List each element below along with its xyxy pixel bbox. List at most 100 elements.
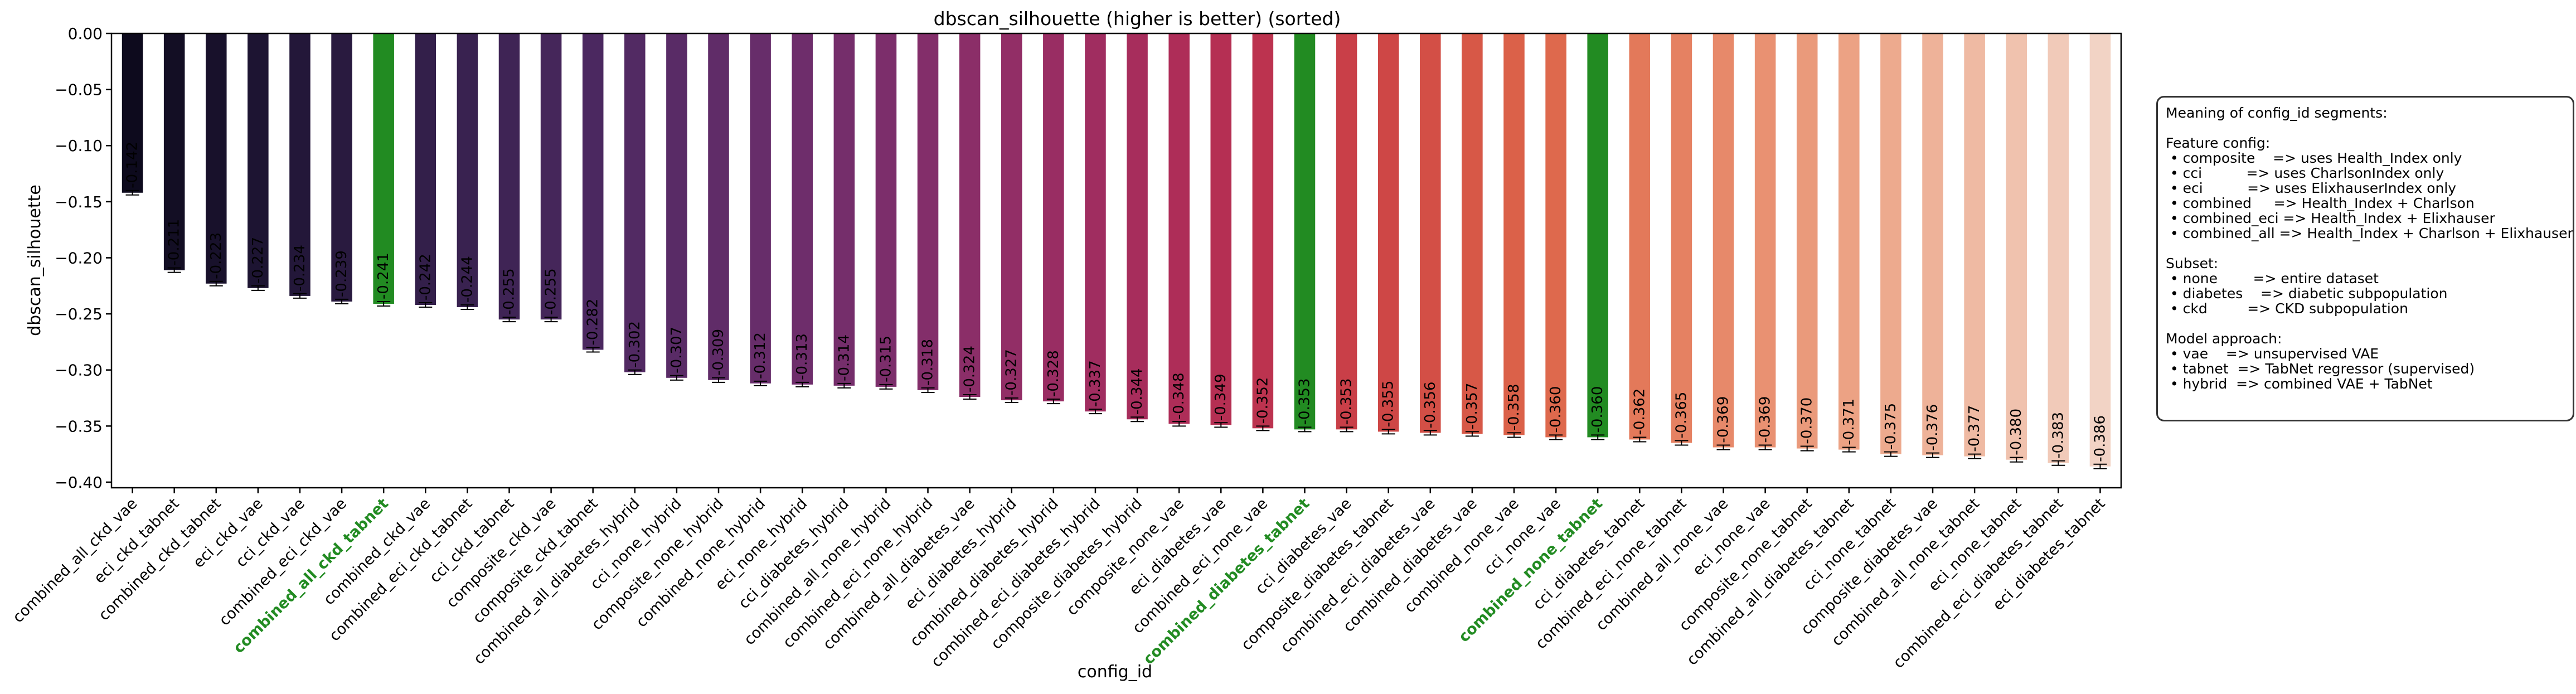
legend-line (2166, 241, 2565, 256)
data-label: -0.353 (1338, 378, 1355, 425)
legend-line: • combined_all => Health_Index + Charlso… (2166, 225, 2573, 241)
bar (1713, 33, 1734, 448)
data-label: -0.239 (333, 250, 350, 297)
data-label: -0.352 (1254, 377, 1271, 424)
y-tick-label: −0.40 (55, 473, 103, 492)
data-label: -0.353 (1296, 378, 1313, 425)
data-label: -0.307 (668, 327, 685, 373)
bar (1629, 33, 1651, 440)
y-tick-label: −0.20 (55, 249, 103, 267)
bar (1671, 33, 1692, 443)
y-tick-label: −0.25 (55, 305, 103, 323)
bar (498, 33, 520, 320)
data-label: -0.318 (920, 339, 937, 386)
data-label: -0.355 (1380, 381, 1397, 428)
bar (624, 33, 646, 372)
bar (331, 33, 352, 302)
data-label: -0.314 (836, 334, 852, 381)
data-label: -0.360 (1547, 386, 1564, 433)
bar (875, 33, 897, 387)
legend-line: • diabetes => diabetic subpopulation (2166, 285, 2448, 302)
bars-group: -0.142 -0.211 -0.223 -0.227 -0.234 -0.239 -0.2… (122, 33, 2111, 469)
bar (1085, 33, 1106, 412)
legend-line (2166, 120, 2565, 135)
data-label: -0.234 (292, 245, 308, 292)
bar (750, 33, 771, 384)
config-legend-box: Meaning of config_id segments: Feature co… (2156, 96, 2574, 421)
bar (1503, 33, 1525, 435)
legend-line: Meaning of config_id segments: (2166, 105, 2388, 121)
x-tick-label: composite_diabetes_tabnet (1238, 495, 1397, 654)
bar (2048, 33, 2069, 463)
bar (122, 33, 143, 193)
bar (1420, 33, 1441, 433)
data-label: -0.227 (250, 237, 266, 284)
bar (1880, 33, 1901, 454)
bar (289, 33, 311, 296)
legend-line: Model approach: (2166, 331, 2282, 347)
data-label: -0.242 (417, 254, 434, 300)
y-axis-label: dbscan_silhouette (25, 185, 45, 336)
data-label: -0.386 (2092, 415, 2108, 462)
bar (2089, 33, 2111, 467)
data-label: -0.241 (375, 253, 392, 299)
bar (1294, 33, 1316, 430)
data-label: -0.223 (208, 232, 225, 279)
bar (582, 33, 604, 350)
x-tick-label: combined_eci_diabetes_vae (1278, 495, 1439, 656)
data-label: -0.309 (710, 329, 727, 376)
bar (833, 33, 855, 386)
data-label: -0.327 (1003, 349, 1020, 396)
y-tick-label: 0.00 (68, 25, 103, 43)
bar (1377, 33, 1399, 432)
bar (1462, 33, 1483, 434)
data-label: -0.383 (2050, 412, 2066, 459)
bar (1545, 33, 1566, 438)
bar (205, 33, 227, 284)
bar (1587, 33, 1608, 438)
bar (917, 33, 939, 390)
data-label: -0.302 (627, 321, 643, 368)
legend-line: Subset: (2166, 255, 2219, 271)
x-tick-label: combined_all_diabetes_vae (820, 495, 978, 653)
legend-line: • cci => uses CharlsonIndex only (2166, 165, 2444, 181)
data-label: -0.371 (1841, 399, 1857, 445)
data-label: -0.360 (1589, 386, 1606, 433)
data-label: -0.344 (1129, 368, 1146, 415)
bar (1838, 33, 1860, 450)
legend-line: • tabnet => TabNet regressor (supervised… (2166, 361, 2475, 377)
bar (666, 33, 687, 378)
data-label: -0.376 (1924, 404, 1941, 451)
y-axis: 0.00 −0.05 −0.10 −0.15 −0.20 −0.25 −0.30 −0.35 −… (55, 25, 111, 492)
bar (1043, 33, 1064, 402)
x-tick-label: combined_all_ckd_tabnet (230, 495, 392, 657)
bar (1796, 33, 1818, 449)
x-tick-label: composite_diabetes_hybrid (988, 495, 1146, 653)
plot-frame (110, 32, 2122, 489)
legend-line: • hybrid => combined VAE + TabNet (2166, 376, 2433, 392)
bar (1964, 33, 1985, 457)
data-label: -0.349 (1212, 373, 1229, 420)
y-tick-label: −0.15 (55, 193, 103, 211)
data-label: -0.377 (1966, 405, 1983, 452)
data-label: -0.313 (794, 333, 811, 380)
data-label: -0.370 (1799, 397, 1816, 444)
data-label: -0.337 (1087, 360, 1104, 407)
data-label: -0.375 (1883, 403, 1899, 450)
y-tick-label: −0.10 (55, 137, 103, 155)
x-axis: combined_all_ckd_vaeeci_ckd_tabnetcombin… (9, 488, 2108, 672)
bar (2006, 33, 2027, 460)
bar (1252, 33, 1274, 429)
legend-line: • combined_eci => Health_Index + Elixhau… (2166, 210, 2495, 226)
bar (415, 33, 436, 305)
data-label: -0.380 (2008, 409, 2025, 455)
data-label: -0.356 (1422, 382, 1439, 429)
data-label: -0.324 (962, 346, 978, 392)
legend-line: Feature config: (2166, 135, 2271, 151)
x-tick-label: combined_eci_none_tabnet (1532, 495, 1690, 653)
data-label: -0.255 (543, 268, 560, 315)
bar (1336, 33, 1357, 430)
bar (1922, 33, 1943, 455)
bar (373, 33, 394, 304)
